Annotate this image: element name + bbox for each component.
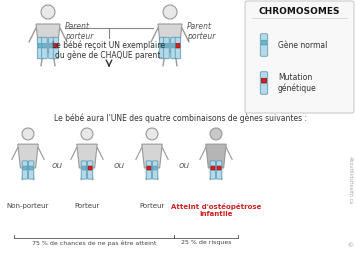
Text: Le bébé reçoit UN exemplaire
du gène de CHAQUE parent.: Le bébé reçoit UN exemplaire du gène de … (52, 40, 166, 60)
FancyBboxPatch shape (42, 37, 47, 59)
Text: CHROMOSOMES: CHROMOSOMES (259, 8, 340, 17)
FancyBboxPatch shape (260, 72, 268, 94)
FancyBboxPatch shape (49, 43, 53, 48)
FancyBboxPatch shape (260, 34, 268, 56)
Text: Gène normal: Gène normal (278, 40, 328, 50)
Text: Parent
porteur: Parent porteur (65, 22, 93, 41)
Text: Non-porteur: Non-porteur (7, 203, 49, 209)
Circle shape (81, 128, 93, 140)
FancyBboxPatch shape (22, 161, 28, 179)
Text: Le bébé aura l'UNE des quatre combinaisons de gènes suivantes :: Le bébé aura l'UNE des quatre combinaiso… (53, 113, 307, 123)
FancyBboxPatch shape (53, 37, 59, 59)
FancyBboxPatch shape (23, 166, 27, 170)
FancyBboxPatch shape (82, 166, 86, 170)
FancyBboxPatch shape (172, 43, 176, 48)
FancyBboxPatch shape (261, 40, 267, 45)
FancyBboxPatch shape (176, 43, 180, 48)
Text: ou: ou (52, 162, 63, 170)
Text: Porteur: Porteur (139, 203, 165, 209)
FancyBboxPatch shape (245, 1, 354, 113)
FancyBboxPatch shape (164, 37, 169, 59)
Text: 75 % de chances de ne pas être atteint: 75 % de chances de ne pas être atteint (32, 240, 156, 246)
FancyBboxPatch shape (87, 161, 93, 179)
Circle shape (210, 128, 222, 140)
Text: Parent
porteur: Parent porteur (187, 22, 215, 41)
FancyBboxPatch shape (261, 78, 267, 83)
Text: Mutation
génétique: Mutation génétique (278, 73, 317, 93)
FancyBboxPatch shape (152, 161, 158, 179)
FancyBboxPatch shape (42, 43, 47, 48)
FancyBboxPatch shape (211, 166, 215, 170)
FancyBboxPatch shape (38, 43, 42, 48)
FancyBboxPatch shape (88, 166, 92, 170)
Text: Porteur: Porteur (74, 203, 100, 209)
FancyBboxPatch shape (81, 161, 87, 179)
Circle shape (41, 5, 55, 19)
Text: Atteint d'ostéopétrose
infantile: Atteint d'ostéopétrose infantile (171, 203, 261, 217)
FancyBboxPatch shape (49, 37, 54, 59)
FancyBboxPatch shape (54, 43, 58, 48)
FancyBboxPatch shape (146, 161, 152, 179)
FancyBboxPatch shape (147, 166, 151, 170)
FancyBboxPatch shape (28, 161, 34, 179)
Text: ©: © (347, 243, 353, 248)
Polygon shape (77, 144, 97, 168)
Polygon shape (206, 144, 226, 168)
Polygon shape (36, 24, 60, 52)
FancyBboxPatch shape (147, 166, 151, 170)
FancyBboxPatch shape (88, 166, 92, 170)
Circle shape (163, 5, 177, 19)
FancyBboxPatch shape (171, 37, 176, 59)
FancyBboxPatch shape (217, 166, 221, 170)
FancyBboxPatch shape (216, 161, 222, 179)
Polygon shape (142, 144, 162, 168)
Text: ou: ou (114, 162, 125, 170)
Circle shape (146, 128, 158, 140)
FancyBboxPatch shape (217, 166, 221, 170)
FancyBboxPatch shape (164, 43, 168, 48)
Polygon shape (18, 144, 38, 168)
FancyBboxPatch shape (175, 37, 181, 59)
FancyBboxPatch shape (153, 166, 157, 170)
FancyBboxPatch shape (54, 43, 58, 48)
FancyBboxPatch shape (261, 78, 267, 83)
FancyBboxPatch shape (37, 37, 43, 59)
FancyBboxPatch shape (159, 37, 165, 59)
Polygon shape (158, 24, 182, 52)
Text: ou: ou (178, 162, 190, 170)
Text: 25 % de risques: 25 % de risques (181, 240, 231, 245)
FancyBboxPatch shape (29, 166, 33, 170)
FancyBboxPatch shape (210, 161, 216, 179)
Text: AboutKidsHealth.ca: AboutKidsHealth.ca (347, 156, 352, 204)
Circle shape (22, 128, 34, 140)
FancyBboxPatch shape (211, 166, 215, 170)
FancyBboxPatch shape (160, 43, 164, 48)
FancyBboxPatch shape (176, 43, 180, 48)
